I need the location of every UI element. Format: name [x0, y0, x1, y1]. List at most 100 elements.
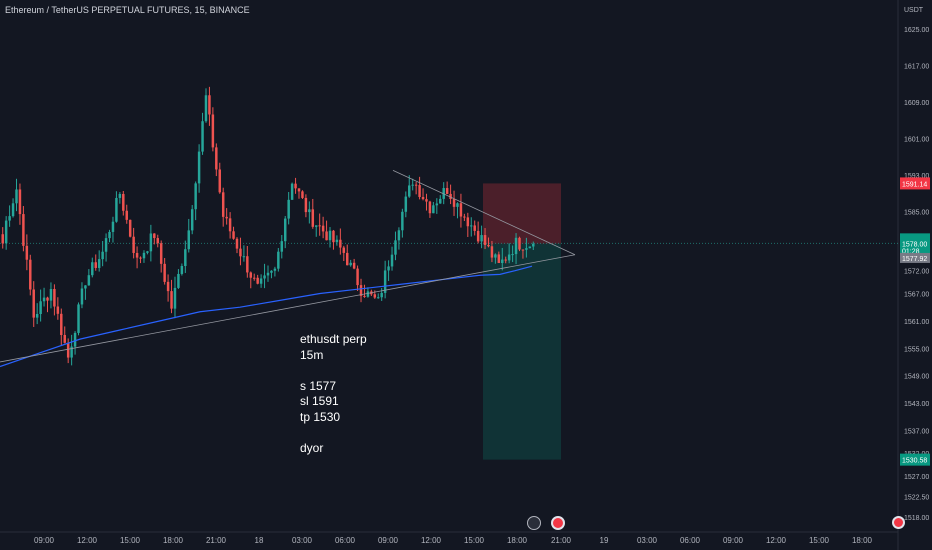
- flag-icon[interactable]: [892, 516, 905, 529]
- candle-body: [463, 216, 466, 218]
- candle-body: [459, 203, 463, 217]
- candle-body: [270, 270, 273, 273]
- candle-body: [328, 230, 332, 241]
- candle-body: [373, 294, 377, 298]
- candle-body: [432, 205, 435, 214]
- y-tick-label: 1601.00: [904, 136, 929, 143]
- candle-body: [218, 169, 222, 193]
- y-tick-label: 1609.00: [904, 100, 929, 107]
- x-tick-label: 19: [600, 536, 609, 545]
- candle-body: [184, 249, 187, 266]
- candle-body: [297, 188, 301, 192]
- trendline: [392, 170, 576, 256]
- candle-body: [494, 254, 497, 258]
- last-price-label-text: 1578.00: [902, 241, 927, 248]
- candle-body: [211, 114, 215, 148]
- candle-body: [197, 151, 201, 184]
- candle-body: [308, 209, 311, 213]
- candle-body: [208, 95, 211, 115]
- candle-body: [215, 147, 218, 170]
- candle-body: [304, 197, 308, 213]
- candle-body: [235, 238, 239, 249]
- candle-body: [246, 256, 249, 273]
- candle-body: [139, 257, 142, 259]
- candle-body: [411, 184, 414, 186]
- candle-body: [125, 210, 128, 220]
- stop-price-label: 1591.14: [900, 177, 930, 190]
- x-tick-label: 09:00: [378, 536, 399, 545]
- candle-body: [22, 214, 25, 246]
- candle-body: [221, 192, 225, 217]
- flash-icon[interactable]: [527, 516, 541, 530]
- x-tick-label: 12:00: [421, 536, 442, 545]
- candle-body: [32, 289, 35, 318]
- candle-body: [1, 234, 4, 244]
- candle-body: [483, 235, 487, 245]
- candle-body: [280, 241, 284, 252]
- candle-body: [435, 203, 439, 206]
- y-tick-label: 1572.00: [904, 269, 929, 276]
- flag-icon[interactable]: [551, 516, 565, 530]
- y-tick-label: 1585.00: [904, 209, 929, 216]
- x-tick-label: 18:00: [163, 536, 184, 545]
- candle-body: [294, 183, 297, 189]
- candle-body: [135, 252, 139, 258]
- candle-body: [46, 297, 49, 301]
- x-tick-label: 06:00: [680, 536, 701, 545]
- candle-body: [418, 185, 421, 197]
- candle-body: [476, 230, 480, 242]
- candle-body: [480, 235, 483, 242]
- x-tick-label: 18: [255, 536, 264, 545]
- candle-body: [239, 248, 242, 257]
- y-tick-label: 1518.00: [904, 515, 929, 522]
- candle-body: [8, 216, 11, 221]
- take-profit-zone: [483, 243, 561, 460]
- candle-body: [153, 233, 156, 239]
- candle-body: [11, 203, 15, 217]
- candle-body: [528, 246, 532, 249]
- candle-body: [80, 288, 84, 305]
- entry-price-label-bg: [900, 252, 930, 263]
- candle-body: [170, 291, 173, 309]
- candle-body: [439, 198, 442, 204]
- trendline: [0, 254, 576, 363]
- candle-body: [283, 218, 287, 242]
- candle-body: [49, 288, 53, 301]
- candle-body: [187, 230, 191, 250]
- candle-body: [514, 237, 518, 255]
- candle-body: [42, 297, 46, 302]
- candle-body: [408, 185, 411, 197]
- x-tick-label: 06:00: [335, 536, 356, 545]
- note-line: tp 1530: [300, 409, 341, 424]
- candle-body: [132, 236, 135, 253]
- x-tick-label: 12:00: [766, 536, 787, 545]
- candle-body: [397, 230, 401, 241]
- candle-body: [56, 306, 60, 314]
- candle-body: [128, 219, 132, 237]
- candle-body: [404, 196, 408, 212]
- y-tick-label: 1593.00: [904, 173, 929, 180]
- candle-body: [91, 262, 94, 276]
- candle-body: [63, 335, 66, 343]
- candle-body: [66, 342, 70, 358]
- candle-body: [146, 251, 149, 253]
- y-tick-label: 1567.00: [904, 292, 929, 299]
- x-tick-label: 18:00: [507, 536, 528, 545]
- candle-body: [111, 221, 115, 232]
- candle-body: [335, 239, 339, 243]
- candle-body: [449, 193, 452, 199]
- candle-body: [314, 225, 318, 227]
- y-tick-label: 1549.00: [904, 374, 929, 381]
- stop-price-label-text: 1591.14: [902, 181, 927, 188]
- candle-body: [290, 183, 294, 200]
- y-tick-label: 1625.00: [904, 27, 929, 34]
- candle-body: [266, 272, 270, 276]
- candle-body: [425, 199, 428, 202]
- x-tick-label: 15:00: [464, 536, 485, 545]
- candle-body: [325, 231, 328, 241]
- candle-body: [252, 277, 256, 279]
- candle-body: [511, 254, 514, 256]
- note-line: sl 1591: [300, 394, 339, 408]
